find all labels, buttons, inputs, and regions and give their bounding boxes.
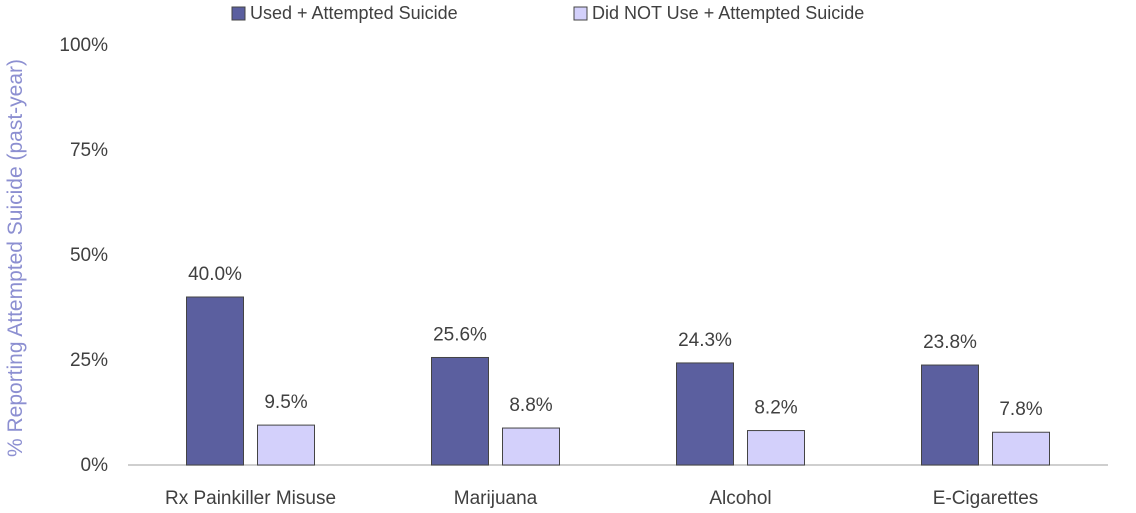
data-label: 24.3% xyxy=(678,330,732,351)
data-label: 8.8% xyxy=(509,395,552,416)
y-tick-label: 0% xyxy=(81,455,109,476)
data-label: 25.6% xyxy=(433,324,487,345)
category-label: E-Cigarettes xyxy=(933,488,1039,509)
legend: Used + Attempted Suicide Did NOT Use + At… xyxy=(231,3,864,23)
category-label: Rx Painkiller Misuse xyxy=(165,488,336,509)
y-axis-title: % Reporting Attempted Suicide (past-year… xyxy=(4,59,27,457)
y-tick-label: 25% xyxy=(70,350,108,371)
data-labels: 40.0% 9.5% 25.6% 8.8% 24.3% 8.2% 23.8% 7.8% xyxy=(188,264,1043,420)
category-label: Alcohol xyxy=(709,488,771,509)
data-label: 40.0% xyxy=(188,264,242,285)
category-labels: Rx Painkiller Misuse Marijuana Alcohol E-Ci… xyxy=(165,488,1038,509)
data-label: 8.2% xyxy=(754,398,797,419)
bar-not-used xyxy=(747,430,805,466)
y-axis-ticks: 0% 25% 50% 75% 100% xyxy=(59,35,108,476)
category-label: Marijuana xyxy=(454,488,538,509)
data-label: 7.8% xyxy=(999,399,1042,420)
data-label: 23.8% xyxy=(923,332,977,353)
legend-swatch xyxy=(573,6,588,21)
bar-used xyxy=(676,362,734,466)
y-tick-label: 50% xyxy=(70,245,108,266)
legend-label: Used + Attempted Suicide xyxy=(250,3,458,23)
bar-not-used xyxy=(257,424,315,466)
y-tick-label: 100% xyxy=(59,35,108,56)
bar-not-used xyxy=(502,427,560,466)
bar-not-used xyxy=(992,431,1050,466)
legend-swatch xyxy=(231,6,246,21)
bar-used xyxy=(431,356,489,466)
y-tick-label: 75% xyxy=(70,140,108,161)
bar-used xyxy=(186,296,244,466)
bars xyxy=(186,296,1050,466)
data-label: 9.5% xyxy=(264,392,307,413)
legend-label: Did NOT Use + Attempted Suicide xyxy=(592,3,864,23)
bar-used xyxy=(921,364,979,466)
